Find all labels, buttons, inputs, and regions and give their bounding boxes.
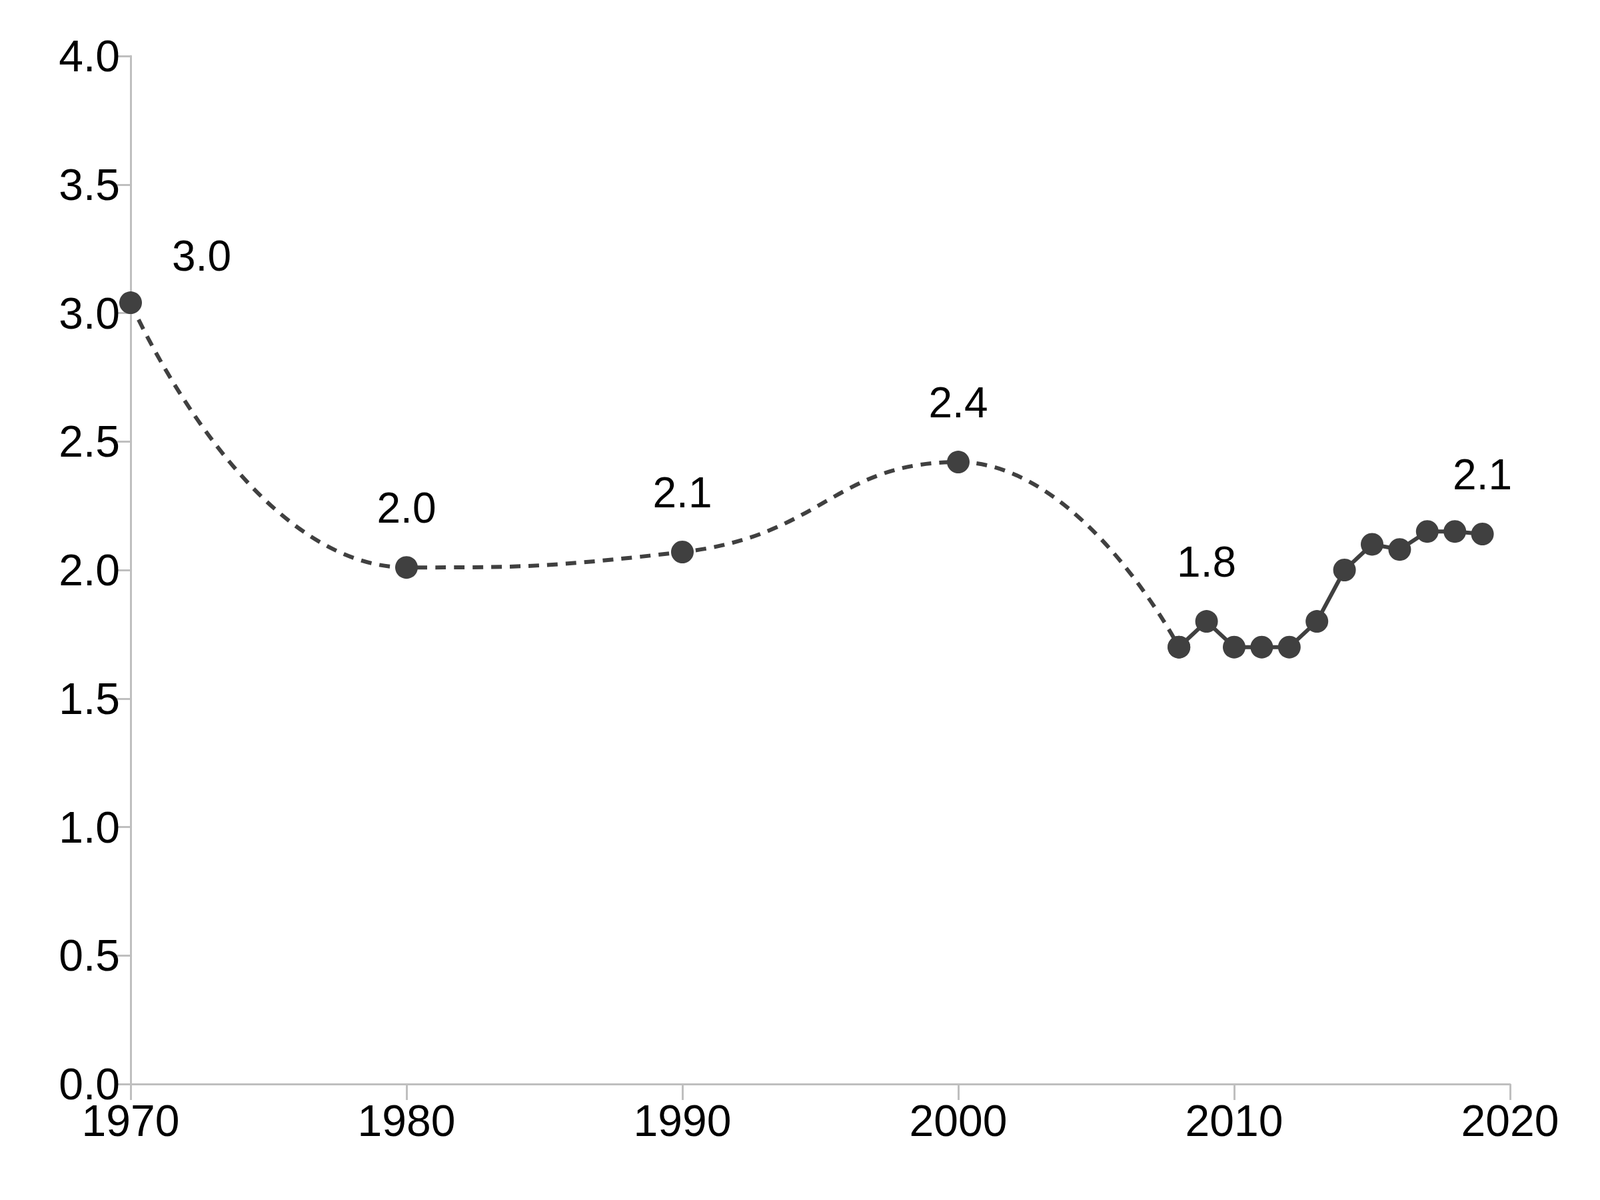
svg-text:3.0: 3.0 xyxy=(171,231,232,280)
svg-text:2.5: 2.5 xyxy=(58,416,120,466)
svg-text:2.0: 2.0 xyxy=(377,483,437,532)
svg-text:2.1: 2.1 xyxy=(653,468,713,517)
svg-text:2000: 2000 xyxy=(909,1095,1008,1145)
svg-text:2020: 2020 xyxy=(1461,1095,1560,1145)
svg-text:1980: 1980 xyxy=(357,1095,456,1145)
svg-text:2010: 2010 xyxy=(1185,1095,1284,1145)
svg-text:1.5: 1.5 xyxy=(58,673,120,724)
svg-text:2.1: 2.1 xyxy=(1452,450,1513,499)
svg-text:0.0: 0.0 xyxy=(58,1058,120,1109)
svg-text:3.5: 3.5 xyxy=(58,159,120,210)
svg-text:1.0: 1.0 xyxy=(58,802,120,852)
svg-text:4.0: 4.0 xyxy=(58,31,120,81)
svg-text:2.0: 2.0 xyxy=(58,545,120,595)
svg-text:1990: 1990 xyxy=(633,1095,732,1145)
svg-text:1970: 1970 xyxy=(81,1095,180,1145)
svg-text:1.8: 1.8 xyxy=(1176,537,1237,586)
svg-text:0.5: 0.5 xyxy=(58,930,120,980)
svg-text:2.4: 2.4 xyxy=(928,378,989,427)
svg-text:3.0: 3.0 xyxy=(58,288,120,338)
